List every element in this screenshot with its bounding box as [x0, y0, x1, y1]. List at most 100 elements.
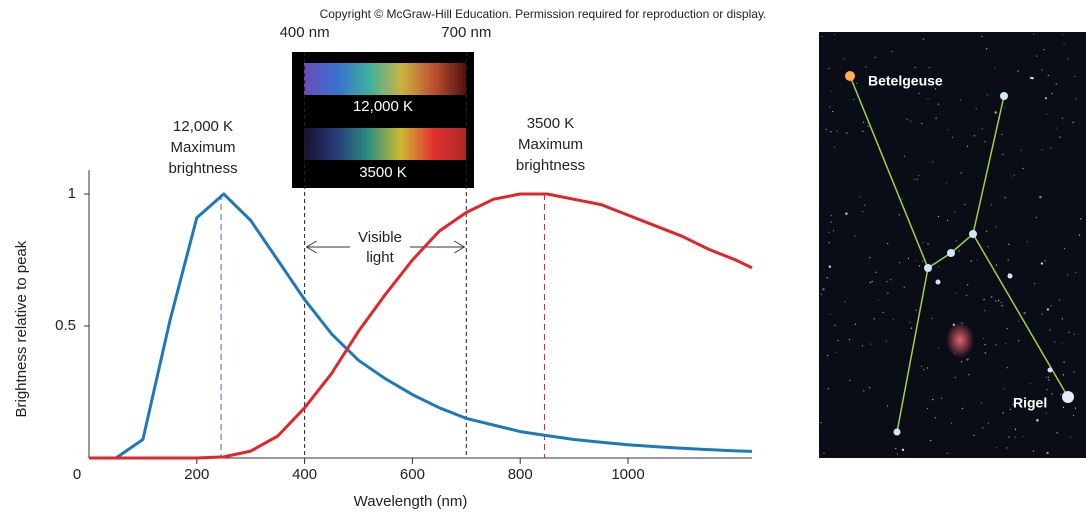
bright-star: [969, 230, 977, 238]
star: [1051, 92, 1053, 95]
star: [1073, 333, 1075, 335]
series-line: [89, 192, 753, 460]
x-tick-label: 800: [508, 466, 533, 483]
star: [981, 35, 983, 38]
star: [896, 453, 899, 455]
x-axis-label: Wavelength (nm): [354, 493, 468, 510]
star: [821, 35, 823, 38]
star: [984, 344, 986, 346]
star: [892, 318, 894, 320]
star: [981, 128, 983, 130]
star: [1055, 83, 1057, 85]
star: [1062, 33, 1064, 36]
star: [1046, 389, 1048, 391]
bright-star: [924, 264, 932, 272]
star: [1007, 259, 1009, 261]
star: [820, 421, 822, 424]
star: [938, 266, 940, 268]
star: [1075, 271, 1077, 274]
star: [893, 183, 895, 185]
star: [922, 242, 924, 244]
star: [918, 265, 921, 267]
star: [853, 98, 855, 100]
star: [873, 318, 875, 320]
star: [1006, 447, 1008, 449]
spectrum-bar: [304, 63, 466, 95]
star: [976, 259, 978, 261]
star: [1051, 393, 1053, 395]
bright-star: [845, 71, 855, 81]
star: [1009, 408, 1011, 411]
star: [891, 50, 893, 53]
star: [1041, 149, 1043, 151]
star: [1069, 436, 1072, 438]
star: [998, 299, 1000, 302]
star: [1002, 412, 1004, 414]
star: [827, 388, 830, 390]
star: [954, 376, 956, 379]
y-tick-label: 1: [68, 185, 76, 202]
star: [966, 294, 968, 297]
star: [822, 288, 825, 291]
visible-boundary-label: 400 nm: [280, 24, 330, 41]
bright-star: [1000, 92, 1008, 100]
star: [937, 215, 940, 218]
star: [865, 66, 867, 68]
star: [966, 145, 969, 147]
star: [1074, 407, 1077, 409]
chart: 12,000 K 3500 K 0 200 400 600 800 1000 0.5 1 Wavel…: [13, 24, 753, 510]
star: [1072, 414, 1074, 416]
star: [882, 311, 884, 313]
star: [1054, 341, 1056, 343]
star: [830, 90, 832, 92]
star: [1017, 320, 1019, 322]
star: [1061, 318, 1063, 320]
spectrum-label: 12,000 K: [353, 98, 413, 115]
star: [869, 257, 871, 259]
star: [913, 178, 915, 181]
star: [1026, 241, 1028, 243]
photo: Betelgeuse Rigel: [819, 32, 1086, 458]
spectrum-bar: [304, 128, 466, 160]
peak-label: 12,000 K: [173, 118, 233, 135]
bright-star: [1047, 367, 1053, 373]
star: [980, 402, 983, 404]
star: [940, 397, 943, 399]
star: [995, 264, 998, 266]
star: [827, 354, 829, 357]
star: [1073, 75, 1076, 78]
star: [961, 322, 963, 324]
x-tick-label: 0: [73, 466, 81, 483]
star: [987, 422, 990, 424]
star: [829, 106, 831, 108]
star: [1003, 388, 1006, 390]
star: [836, 130, 838, 132]
star: [932, 161, 934, 163]
star: [1012, 403, 1014, 406]
star: [863, 204, 866, 206]
star: [945, 182, 948, 184]
star: [887, 292, 889, 294]
peak-label: Maximum: [171, 139, 236, 156]
star: [825, 128, 827, 130]
star: [1035, 216, 1037, 219]
star: [867, 125, 869, 127]
star: [937, 347, 940, 349]
star: [861, 345, 864, 347]
star: [927, 243, 929, 245]
star: [830, 221, 832, 223]
star: [1046, 113, 1048, 115]
star: [1060, 394, 1062, 396]
star: [983, 299, 985, 301]
star: [856, 82, 858, 84]
star: [1050, 305, 1052, 307]
star: [910, 327, 913, 329]
star: [1031, 76, 1034, 80]
star: [1046, 308, 1050, 311]
star: [1073, 371, 1075, 373]
visible-label-bg: [350, 228, 410, 268]
star: [886, 281, 888, 283]
star: [862, 211, 864, 213]
star: [964, 203, 966, 206]
star: [998, 118, 1000, 120]
